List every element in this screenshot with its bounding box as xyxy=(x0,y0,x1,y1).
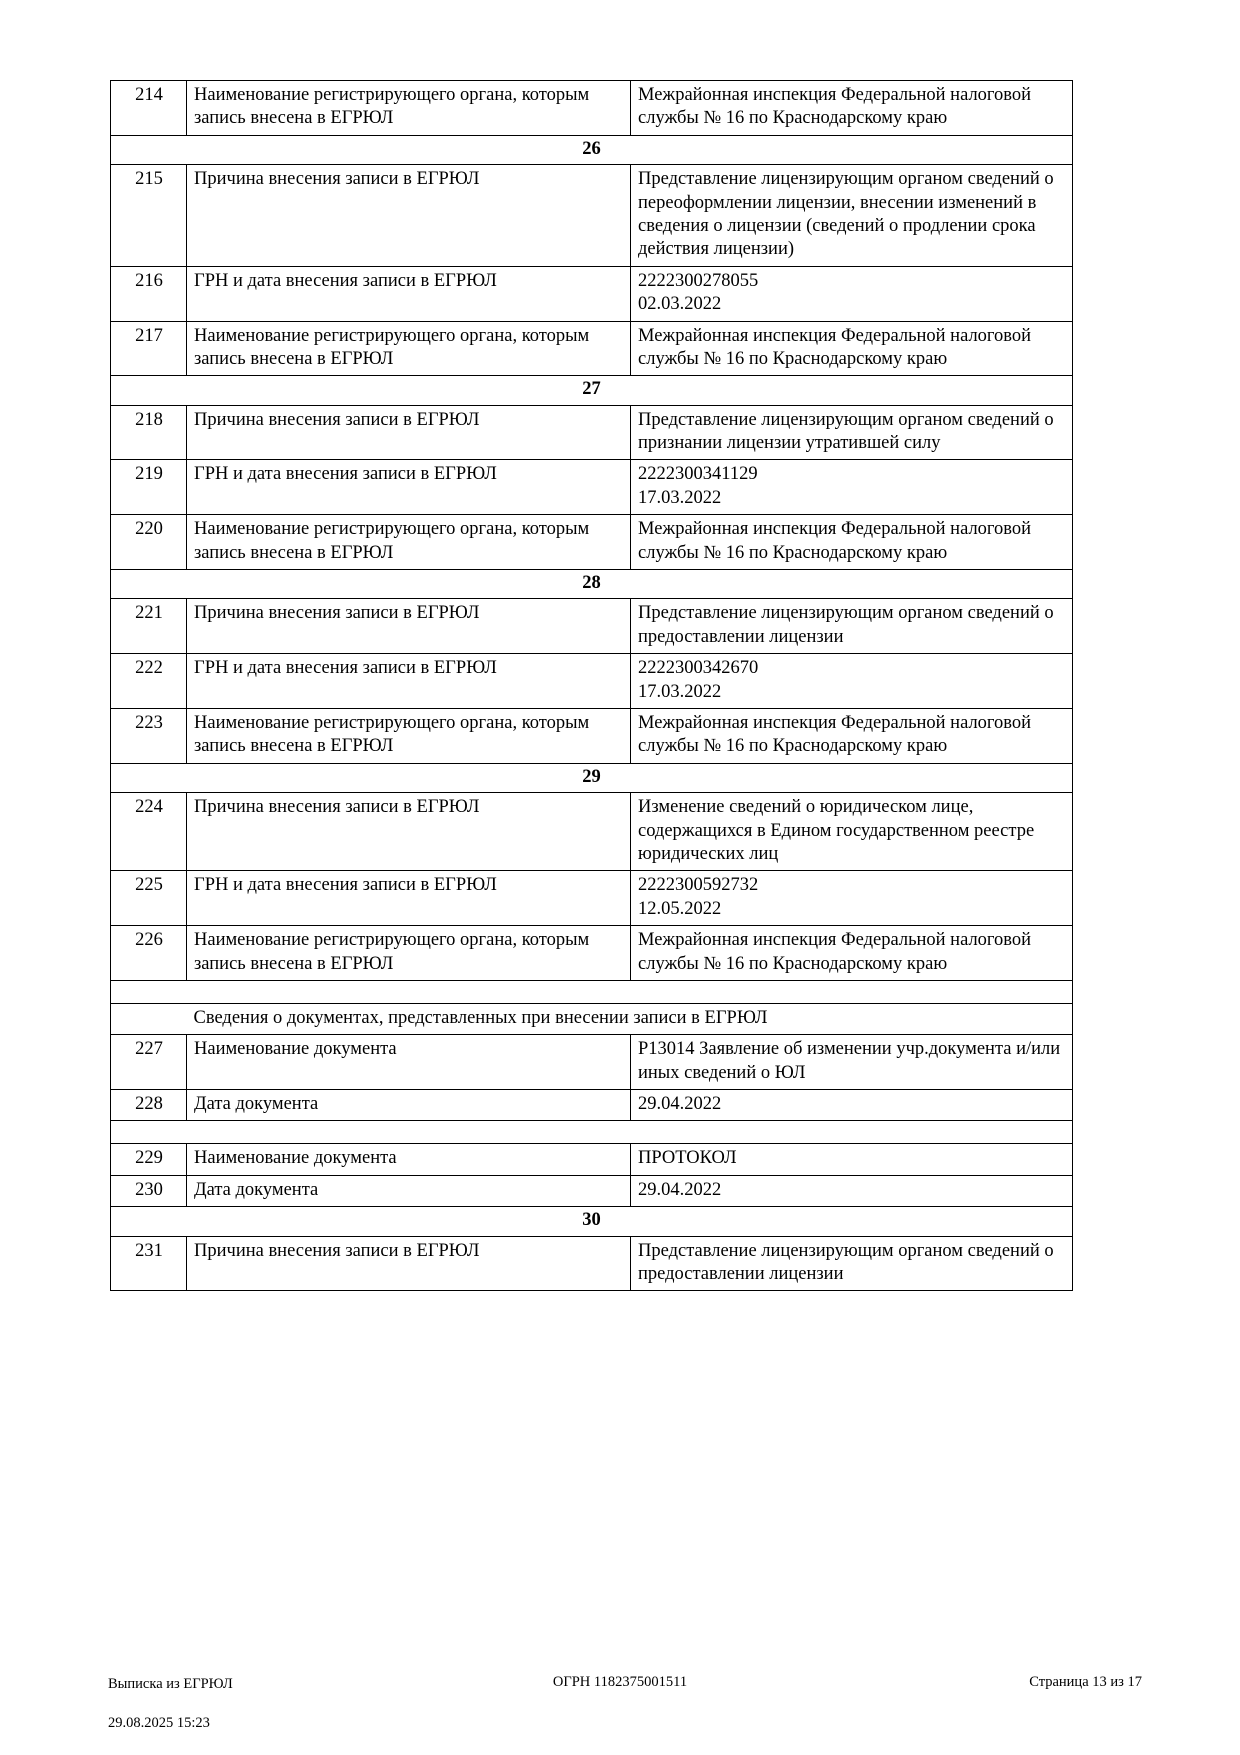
row-number: 224 xyxy=(110,792,187,872)
table-row: 226 Наименование регистрирующего органа, … xyxy=(110,925,1073,981)
table-row: 224 Причина внесения записи в ЕГРЮЛ Измене… xyxy=(110,792,1073,872)
row-value: 2222300342670 17.03.2022 xyxy=(630,653,1073,709)
spacer-cell xyxy=(110,1120,1073,1145)
row-number: 223 xyxy=(110,707,187,764)
table-section-row: 30 xyxy=(110,1206,1073,1237)
row-number: 218 xyxy=(110,404,187,461)
table-section-row: 26 xyxy=(110,134,1073,166)
row-label: ГРН и дата внесения записи в ЕГРЮЛ xyxy=(186,459,631,516)
row-label: Наименование документа xyxy=(186,1143,631,1176)
page-footer: Выписка из ЕГРЮЛ 29.08.2025 15:23 ОГРН 1… xyxy=(0,1655,1240,1731)
row-value: 2222300341129 17.03.2022 xyxy=(630,459,1073,516)
row-label: ГРН и дата внесения записи в ЕГРЮЛ xyxy=(186,265,631,322)
row-number: 219 xyxy=(110,459,187,516)
table-row: 229 Наименование документа ПРОТОКОЛ xyxy=(110,1143,1073,1176)
row-number: 230 xyxy=(110,1174,187,1208)
row-label: Причина внесения записи в ЕГРЮЛ xyxy=(186,404,631,461)
row-label: Наименование регистрирующего органа, кот… xyxy=(186,514,631,571)
row-label: Причина внесения записи в ЕГРЮЛ xyxy=(186,1235,631,1292)
subheader-empty-cell xyxy=(110,1002,187,1036)
row-value: Изменение сведений о юридическом лице, с… xyxy=(630,792,1073,872)
table-row: 231 Причина внесения записи в ЕГРЮЛ Предст… xyxy=(110,1235,1073,1292)
row-number: 217 xyxy=(110,320,187,377)
row-value: Межрайонная инспекция Федеральной налого… xyxy=(630,514,1073,571)
row-value: 2222300592732 12.05.2022 xyxy=(630,870,1073,927)
row-label: ГРН и дата внесения записи в ЕГРЮЛ xyxy=(186,870,631,927)
row-number: 214 xyxy=(110,80,187,136)
table-row: 220 Наименование регистрирующего органа, … xyxy=(110,514,1073,571)
row-label: Дата документа xyxy=(186,1174,631,1208)
row-value: Представление лицензирующим органом свед… xyxy=(630,164,1073,267)
row-value: Межрайонная инспекция Федеральной налого… xyxy=(630,925,1073,981)
table-section-row: 28 xyxy=(110,569,1073,600)
table-row: 228 Дата документа 29.04.2022 xyxy=(110,1089,1073,1122)
section-number: 28 xyxy=(110,569,1073,600)
table-row: 221 Причина внесения записи в ЕГРЮЛ Предст… xyxy=(110,598,1073,655)
row-label: Причина внесения записи в ЕГРЮЛ xyxy=(186,164,631,267)
table-section-row: 29 xyxy=(110,762,1073,794)
row-number: 216 xyxy=(110,265,187,322)
row-value: Р13014 Заявление об изменении учр.докуме… xyxy=(630,1034,1073,1091)
row-value: 29.04.2022 xyxy=(630,1174,1073,1208)
row-value: Представление лицензирующим органом свед… xyxy=(630,404,1073,461)
row-number: 221 xyxy=(110,598,187,655)
footer-ogrn: ОГРН 1182375001511 xyxy=(552,1674,688,1690)
table-subheader-row: Сведения о документах, представленных пр… xyxy=(110,1002,1073,1036)
row-value: Представление лицензирующим органом свед… xyxy=(630,598,1073,655)
section-number: 30 xyxy=(110,1206,1073,1237)
row-number: 225 xyxy=(110,870,187,927)
table-row: 214 Наименование регистрирующего органа, … xyxy=(110,80,1073,136)
row-value: Межрайонная инспекция Федеральной налого… xyxy=(630,80,1073,136)
table-row: 227 Наименование документа Р13014 Заявлени… xyxy=(110,1034,1073,1091)
footer-timestamp: 29.08.2025 15:23 xyxy=(108,1714,210,1731)
table-row: 225 ГРН и дата внесения записи в ЕГРЮЛ 222… xyxy=(110,870,1073,927)
row-label: Дата документа xyxy=(186,1089,631,1122)
section-number: 26 xyxy=(110,134,1073,166)
row-label: Наименование регистрирующего органа, кот… xyxy=(186,80,631,136)
row-label: ГРН и дата внесения записи в ЕГРЮЛ xyxy=(186,653,631,709)
row-value: Межрайонная инспекция Федеральной налого… xyxy=(630,707,1073,764)
table-row: 222 ГРН и дата внесения записи в ЕГРЮЛ 222… xyxy=(110,653,1073,709)
row-number: 231 xyxy=(110,1235,187,1292)
table-row: 219 ГРН и дата внесения записи в ЕГРЮЛ 222… xyxy=(110,459,1073,516)
row-label: Наименование регистрирующего органа, кот… xyxy=(186,320,631,377)
table-row: 230 Дата документа 29.04.2022 xyxy=(110,1174,1073,1208)
row-value: 29.04.2022 xyxy=(630,1089,1073,1122)
section-number: 29 xyxy=(110,762,1073,794)
section-number: 27 xyxy=(110,375,1073,406)
row-label: Наименование регистрирующего органа, кот… xyxy=(186,925,631,981)
row-label: Наименование документа xyxy=(186,1034,631,1091)
table-row: 223 Наименование регистрирующего органа, … xyxy=(110,707,1073,764)
row-value: Межрайонная инспекция Федеральной налого… xyxy=(630,320,1073,377)
table-spacer-row xyxy=(110,979,1073,1004)
row-number: 229 xyxy=(110,1143,187,1176)
table-row: 216 ГРН и дата внесения записи в ЕГРЮЛ 222… xyxy=(110,265,1073,322)
row-value: 2222300278055 02.03.2022 xyxy=(630,265,1073,322)
row-number: 228 xyxy=(110,1089,187,1122)
row-value: ПРОТОКОЛ xyxy=(630,1143,1073,1176)
table-row: 217 Наименование регистрирующего органа, … xyxy=(110,320,1073,377)
row-number: 220 xyxy=(110,514,187,571)
footer-doc-type: Выписка из ЕГРЮЛ xyxy=(108,1675,233,1692)
table-section-row: 27 xyxy=(110,375,1073,406)
row-value: Представление лицензирующим органом свед… xyxy=(630,1235,1073,1292)
row-number: 215 xyxy=(110,164,187,267)
row-label: Причина внесения записи в ЕГРЮЛ xyxy=(186,792,631,872)
row-number: 226 xyxy=(110,925,187,981)
egrul-extract-table: 214 Наименование регистрирующего органа, … xyxy=(110,80,1073,1292)
footer-document-info: Выписка из ЕГРЮЛ 29.08.2025 15:23 xyxy=(108,1655,233,1753)
row-number: 227 xyxy=(110,1034,187,1091)
table-row: 218 Причина внесения записи в ЕГРЮЛ Предст… xyxy=(110,404,1073,461)
table-body: 214 Наименование регистрирующего органа, … xyxy=(110,80,1073,1292)
subheader-text: Сведения о документах, представленных пр… xyxy=(186,1002,1073,1036)
footer-page-number: Страница 13 из 17 xyxy=(1029,1674,1142,1690)
row-label: Наименование регистрирующего органа, кот… xyxy=(186,707,631,764)
table-spacer-row xyxy=(110,1120,1073,1145)
table-row: 215 Причина внесения записи в ЕГРЮЛ Предст… xyxy=(110,164,1073,267)
row-label: Причина внесения записи в ЕГРЮЛ xyxy=(186,598,631,655)
spacer-cell xyxy=(110,979,1073,1004)
row-number: 222 xyxy=(110,653,187,709)
